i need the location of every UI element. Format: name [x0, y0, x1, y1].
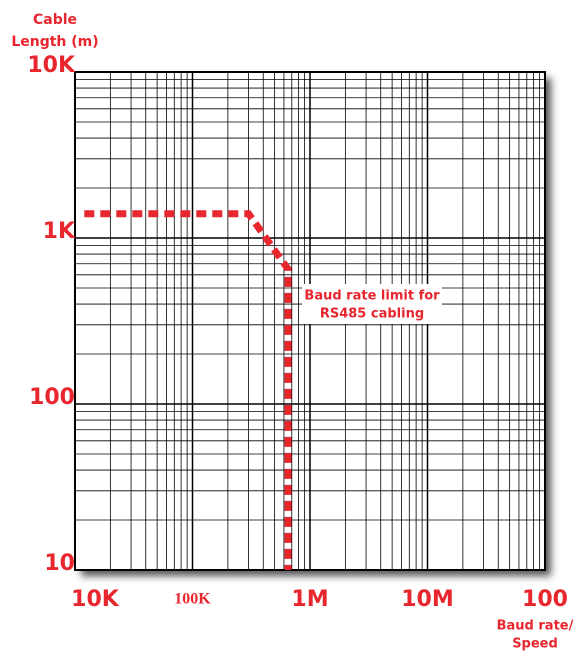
annotation: RS485 cabling — [320, 307, 424, 322]
y-tick-label: 10K — [27, 53, 76, 78]
x-axis-label: Speed — [512, 637, 558, 652]
y-tick-label: 10 — [44, 551, 75, 576]
y-axis-label: Cable — [33, 12, 77, 28]
x-tick-label: 10M — [401, 587, 454, 612]
y-tick-label: 1K — [43, 219, 76, 244]
x-axis-label: Baud rate/ — [497, 619, 574, 634]
x-tick-label: 100 — [522, 587, 568, 612]
annotation: Baud rate limit for — [304, 289, 440, 304]
x-tick-label: 1M — [291, 587, 328, 612]
y-axis-label: Length (m) — [11, 34, 98, 50]
annotation-box — [302, 284, 442, 324]
y-tick-label: 100 — [29, 385, 75, 410]
limit-line — [84, 210, 292, 570]
x-tick-label: 10K — [71, 587, 120, 612]
x-tick-label: 100K — [174, 591, 211, 608]
